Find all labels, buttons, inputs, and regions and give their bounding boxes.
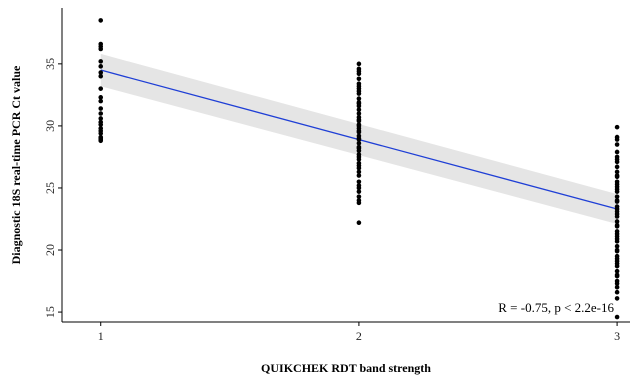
data-point <box>356 220 362 226</box>
data-point <box>98 98 104 104</box>
y-tick-label: 35 <box>43 58 57 70</box>
data-point <box>98 138 104 144</box>
data-point <box>98 70 104 75</box>
data-point <box>614 314 620 320</box>
data-point <box>98 73 104 79</box>
data-point <box>356 107 362 113</box>
data-point <box>356 68 362 74</box>
data-point <box>614 169 620 175</box>
data-point <box>98 46 104 52</box>
data-point <box>356 101 362 106</box>
data-point <box>98 111 104 116</box>
data-point <box>614 157 620 162</box>
data-point <box>356 136 362 141</box>
data-point <box>614 231 620 237</box>
data-point <box>98 59 104 64</box>
data-point <box>98 131 104 136</box>
data-point <box>356 154 362 160</box>
data-point <box>356 169 362 175</box>
data-point <box>614 236 620 242</box>
data-point <box>98 18 104 23</box>
data-point <box>614 164 620 170</box>
data-point <box>356 173 362 178</box>
y-axis-title: Diagnostic 18S real-time PCR Ct value <box>9 65 23 264</box>
data-point <box>356 117 362 122</box>
data-point <box>356 128 362 134</box>
y-tick-label: 20 <box>43 244 57 256</box>
data-point <box>356 111 362 116</box>
x-ticks: 1 2 3 <box>98 322 620 343</box>
x-tick-label: 2 <box>356 329 362 343</box>
data-point <box>98 95 104 100</box>
data-point <box>356 96 362 101</box>
data-point <box>614 124 620 130</box>
data-point <box>614 173 620 178</box>
data-point <box>356 194 362 199</box>
data-point <box>614 289 620 295</box>
data-point <box>98 122 104 127</box>
data-point <box>356 61 362 67</box>
points-layer <box>98 18 620 320</box>
data-point <box>614 137 620 142</box>
x-tick-label: 1 <box>98 329 104 343</box>
data-point <box>356 76 362 82</box>
data-point <box>356 163 362 168</box>
data-point <box>98 86 104 91</box>
data-point <box>356 145 362 151</box>
data-point <box>356 88 362 94</box>
x-axis-title: QUIKCHEK RDT band strength <box>261 361 431 375</box>
data-point <box>614 272 620 278</box>
data-point <box>356 198 362 203</box>
data-point <box>614 247 620 253</box>
data-point <box>98 134 104 140</box>
data-point <box>614 296 620 301</box>
correlation-annotation: R = -0.75, p < 2.2e-16 <box>498 300 614 315</box>
data-point <box>614 268 620 274</box>
data-point <box>98 116 104 121</box>
y-tick-label: 25 <box>43 182 57 194</box>
data-point <box>356 83 362 89</box>
data-point <box>614 219 620 224</box>
data-point <box>614 142 620 147</box>
data-point <box>614 194 620 199</box>
x-tick-label: 3 <box>614 329 620 343</box>
data-point <box>614 284 620 290</box>
data-point <box>98 106 104 111</box>
data-point <box>356 179 362 185</box>
y-tick-label: 15 <box>43 306 57 318</box>
data-point <box>614 198 620 203</box>
data-point <box>356 123 362 129</box>
data-point <box>614 211 620 217</box>
data-point <box>98 64 104 69</box>
data-point <box>356 183 362 188</box>
y-ticks: 15 20 25 30 35 <box>43 58 62 318</box>
data-point <box>614 243 620 249</box>
data-point <box>614 149 620 155</box>
y-tick-label: 30 <box>43 120 57 132</box>
data-point <box>614 261 620 266</box>
data-point <box>614 206 620 212</box>
data-point <box>356 189 362 194</box>
data-point <box>614 281 620 286</box>
data-point <box>614 222 620 228</box>
data-point <box>614 256 620 262</box>
data-point <box>356 140 362 146</box>
data-point <box>614 186 620 192</box>
data-point <box>614 181 620 187</box>
axes-layer: 1 2 3 15 20 25 30 35 <box>43 8 630 343</box>
